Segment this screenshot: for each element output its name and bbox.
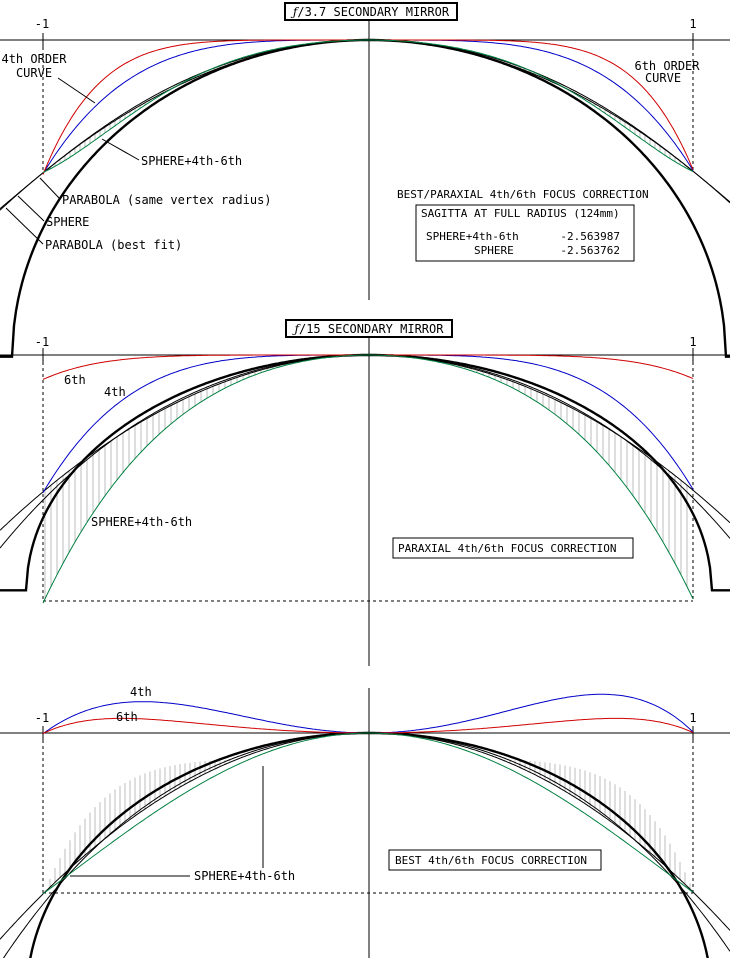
sagitta-box: [415, 204, 635, 262]
title-box: [285, 319, 453, 338]
leader-sphere: [17, 195, 45, 222]
hatch-region-panel1: [49, 44, 691, 171]
sagitta-row2-value: -2.563762: [560, 244, 620, 257]
correction-label: BEST/PARAXIAL 4th/6th FOCUS CORRECTION: [397, 188, 649, 201]
label-sphere: SPHERE: [46, 215, 89, 229]
hatch-region-panel2: [44, 362, 688, 599]
panel-f3-7: -1 1 ƒ/3.7 SECONDARY MIRROR 4th ORDER CU…: [0, 2, 730, 358]
leader-parabola-best: [5, 207, 44, 245]
fourth-order-curve: [42, 693, 694, 735]
panel-f15: -1 1 ƒ/15 SECONDARY MIRROR 6th 4th SPHER…: [0, 319, 730, 666]
parabola-same-vertex-curve: [0, 39, 730, 211]
tick-label-right: 1: [689, 711, 696, 725]
tick-label-left: -1: [35, 335, 49, 349]
parabola-best-fit-curve: [2, 732, 730, 958]
label-4th-order-line2: CURVE: [16, 66, 52, 80]
parabola-same-vertex-curve: [0, 732, 730, 940]
correction-label: PARAXIAL 4th/6th FOCUS CORRECTION: [398, 542, 617, 555]
tick-label-left: -1: [35, 17, 49, 31]
sagitta-title: SAGITTA AT FULL RADIUS (124mm): [421, 207, 620, 220]
tick-label-right: 1: [689, 335, 696, 349]
label-sphere-4th-6th: SPHERE+4th-6th: [141, 154, 242, 168]
label-parabola-best-fit: PARABOLA (best fit): [45, 238, 182, 252]
panel-title: ƒ/15 SECONDARY MIRROR: [292, 322, 445, 336]
title-box: [284, 2, 458, 21]
label-sphere-4th-6th: SPHERE+4th-6th: [194, 869, 295, 883]
label-4th: 4th: [104, 385, 126, 399]
sagitta-row1-value: -2.563987: [560, 230, 620, 243]
sixth-order-curve: [42, 717, 694, 734]
panel-best-correction: -1 1 4th 6th SPHERE+4th-6th BEST 4th/6th…: [0, 685, 730, 958]
leader-sphere-4th-6th: [101, 138, 140, 161]
leader-4th-order: [57, 77, 96, 104]
panel-title: ƒ/3.7 SECONDARY MIRROR: [290, 5, 450, 19]
label-parabola-same-vertex: PARABOLA (same vertex radius): [62, 193, 272, 207]
correction-box: [388, 849, 602, 871]
label-4th-order-line1: 4th ORDER: [1, 52, 67, 66]
label-4th: 4th: [130, 685, 152, 699]
fourth-order-curve: [42, 354, 694, 493]
tick-label-right: 1: [689, 17, 696, 31]
label-sphere-4th-6th: SPHERE+4th-6th: [91, 515, 192, 529]
correction-label: BEST 4th/6th FOCUS CORRECTION: [395, 854, 587, 867]
tick-label-left: -1: [35, 711, 49, 725]
label-6th-order-line2: CURVE: [645, 71, 681, 85]
sphere-plus-4th-6th-curve: [42, 354, 694, 604]
sphere-plus-4th-6th-curve: [42, 39, 694, 173]
label-6th: 6th: [116, 710, 138, 724]
sphere-plus-4th-6th-curve: [42, 732, 694, 895]
label-6th-order-line1: 6th ORDER: [634, 59, 700, 73]
hatch-region-panel3: [44, 759, 691, 893]
leader-parabola-same: [39, 177, 61, 200]
correction-box: [392, 537, 634, 559]
sagitta-row1-name: SPHERE+4th-6th: [426, 230, 519, 243]
sixth-order-curve: [42, 354, 694, 380]
sagitta-row2-name: SPHERE: [474, 244, 514, 257]
sphere-curve: [29, 731, 709, 958]
label-6th: 6th: [64, 373, 86, 387]
